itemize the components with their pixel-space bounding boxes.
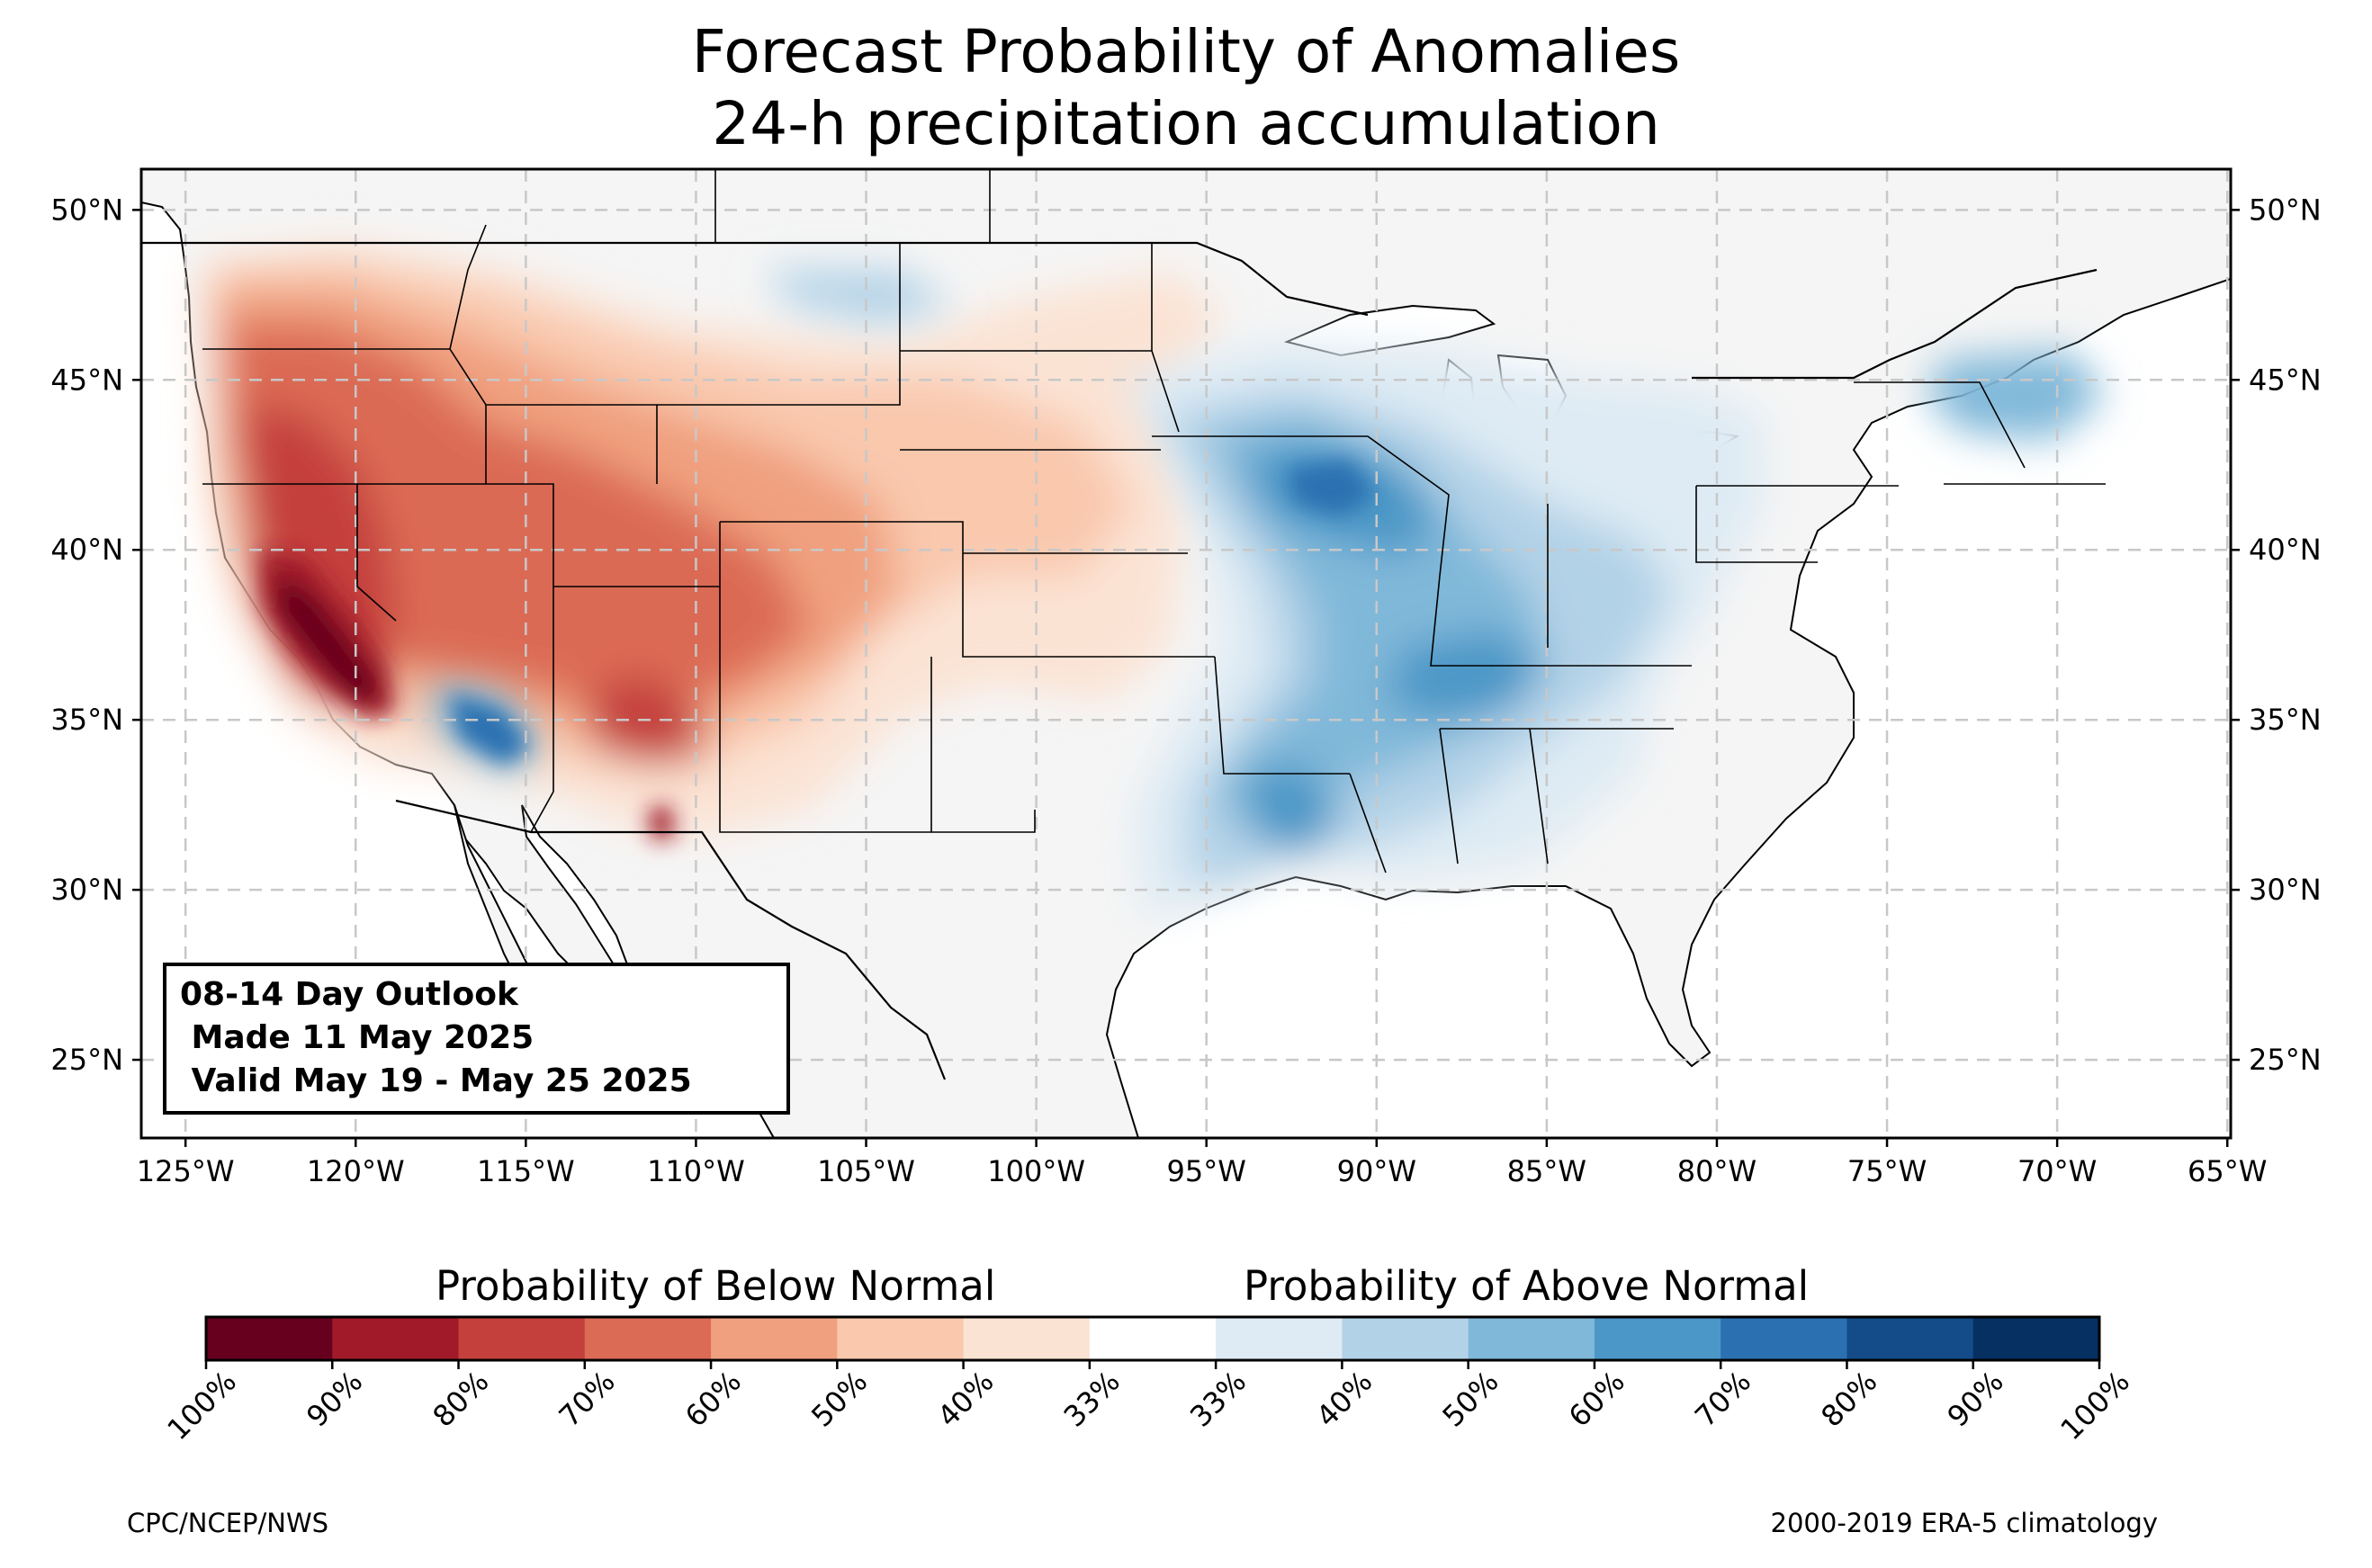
colorbar-segment [963,1317,1091,1360]
colorbar-segment [332,1317,460,1360]
lon-tick-label: 80°W [1677,1154,1757,1188]
credit-left: CPC/NCEP/NWS [127,1508,329,1538]
info-line-3: Valid May 19 - May 25 2025 [180,1062,692,1099]
colorbar-tick-label: 70% [1688,1365,1757,1434]
lat-tick-label: 35°N [50,703,123,737]
lat-tick-label: 40°N [2249,533,2322,567]
colorbar-tick-label: 100% [2053,1365,2136,1447]
info-line-2: Made 11 May 2025 [180,1019,534,1056]
lat-tick-label: 50°N [2249,193,2322,227]
lat-tick-label: 40°N [50,533,123,567]
colorbar-above-title: Probability of Above Normal [1244,1262,1810,1310]
colorbar-tick-label: 60% [678,1365,748,1434]
colorbar-tick-label: 40% [1309,1365,1379,1434]
colorbar: 100% 90% 80% 70% 60% 50% 40% 33% 33% 40% 50% 60% 70%… [160,1315,2136,1447]
colorbar-segment [458,1317,586,1360]
country-borders [141,241,2098,1080]
map-area [141,169,2231,1138]
colorbar-segment [711,1317,838,1360]
colorbar-below-title: Probability of Below Normal [436,1262,996,1310]
lon-tick-label: 90°W [1337,1154,1416,1188]
lon-tick-label: 115°W [477,1154,575,1188]
colorbar-tick-label: 70% [553,1365,622,1434]
lat-tick-label: 45°N [50,363,123,397]
lat-tick-label: 50°N [50,193,123,227]
colorbar-tick-label: 100% [160,1365,243,1447]
info-line-1: 08-14 Day Outlook [180,976,519,1013]
colorbar-segment [1216,1317,1343,1360]
lat-tick-label: 30°N [50,873,123,907]
colorbar-segment [1721,1317,1847,1360]
colorbar-segment [206,1317,333,1360]
lon-tick-label: 125°W [137,1154,235,1188]
colorbar-segment [1342,1317,1469,1360]
colorbar-segment [584,1317,712,1360]
lon-tick-label: 110°W [647,1154,745,1188]
credit-right: 2000-2019 ERA-5 climatology [1770,1508,2158,1538]
colorbar-tick-label: 33% [1057,1365,1127,1434]
colorbar-tick-label: 50% [1436,1365,1505,1434]
colorbar-tick-label: 50% [804,1365,874,1434]
lon-tick-label: 120°W [307,1154,405,1188]
colorbar-tick-label: 40% [930,1365,1000,1434]
lon-tick-label: 85°W [1507,1154,1586,1188]
lat-tick-label: 25°N [50,1043,123,1077]
colorbar-segment [1468,1317,1595,1360]
colorbar-tick-label: 80% [426,1365,495,1434]
lat-tick-label: 45°N [2249,363,2322,397]
colorbar-tick-label: 33% [1183,1365,1253,1434]
lat-ticks-right: 25°N 30°N 35°N 40°N 45°N 50°N [2231,193,2322,1077]
chart-subtitle: 24-h precipitation accumulation [712,89,1660,158]
colorbar-segment [1972,1317,2100,1360]
colorbar-segment [1846,1317,1974,1360]
colorbar-tick-label: 90% [300,1365,369,1434]
lon-ticks: 125°W 120°W 115°W 110°W 105°W 100°W 95°W 90°W 85… [137,1138,2267,1188]
colorbar-tick-label: 80% [1814,1365,1883,1434]
above-normal-core [450,459,1377,765]
map-frame [139,167,2233,1140]
colorbar-segment [1089,1317,1217,1360]
colorbar-segment [1594,1317,1721,1360]
info-box: 08-14 Day Outlook Made 11 May 2025 Valid… [163,963,790,1115]
lon-tick-label: 75°W [1847,1154,1927,1188]
chart-title: Forecast Probability of Anomalies [691,17,1681,86]
lon-tick-label: 70°W [2017,1154,2097,1188]
lat-tick-label: 30°N [2249,873,2322,907]
lon-tick-label: 95°W [1167,1154,1246,1188]
lat-tick-label: 35°N [2249,703,2322,737]
colorbar-frame [204,1315,2101,1362]
lat-ticks-left: 25°N 30°N 35°N 40°N 45°N 50°N [50,193,141,1077]
lon-tick-label: 105°W [817,1154,915,1188]
lon-tick-label: 65°W [2188,1154,2267,1188]
lat-tick-label: 25°N [2249,1043,2322,1077]
lon-tick-label: 100°W [987,1154,1085,1188]
colorbar-segment [837,1317,965,1360]
colorbar-tick-label: 90% [1941,1365,2010,1434]
colorbar-tick-label: 60% [1562,1365,1631,1434]
